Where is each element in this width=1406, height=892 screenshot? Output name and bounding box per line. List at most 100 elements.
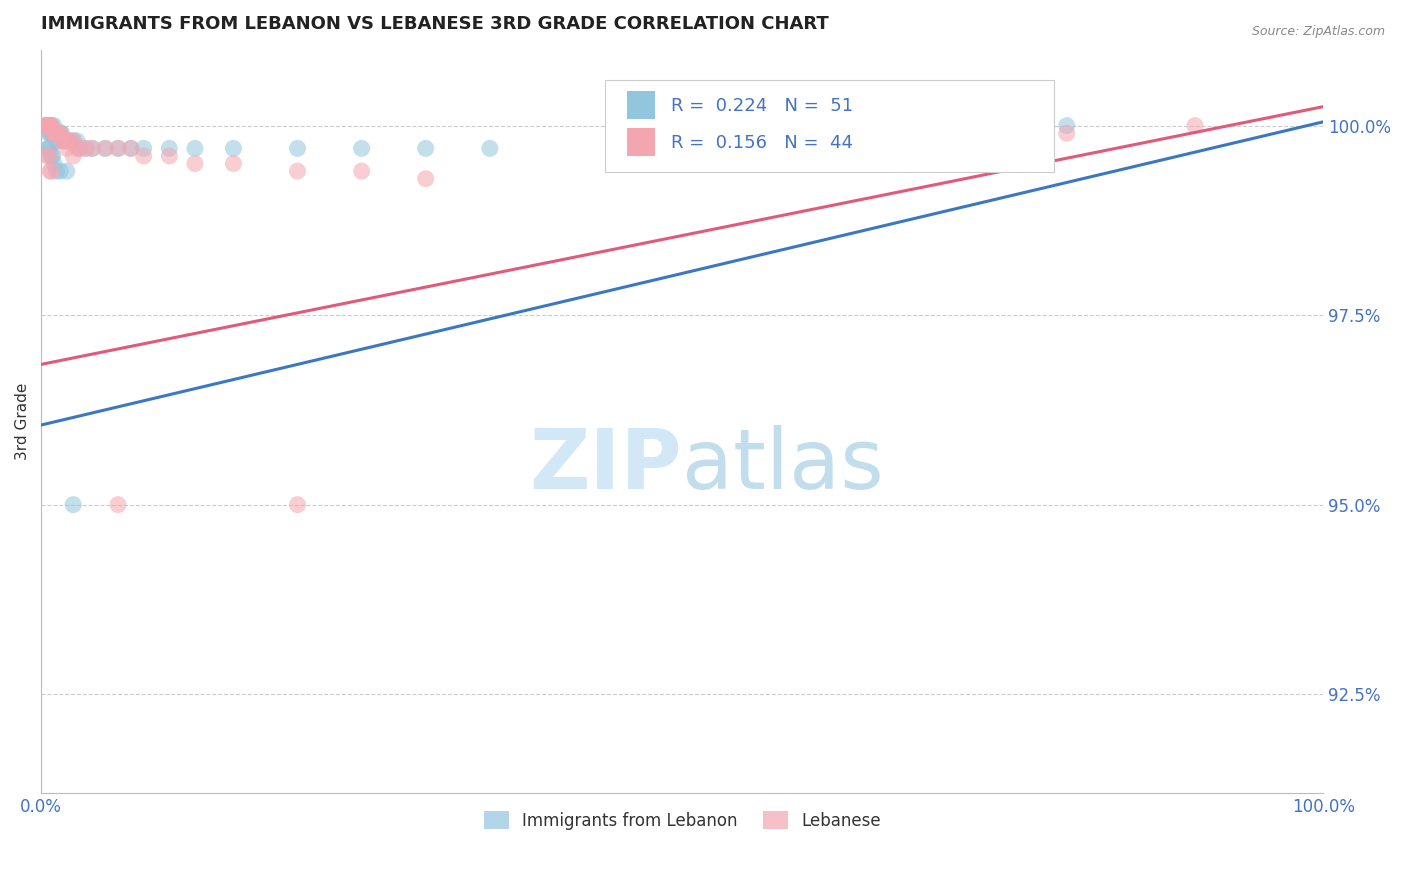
Text: Source: ZipAtlas.com: Source: ZipAtlas.com	[1251, 25, 1385, 38]
Point	[350, 141, 373, 155]
Point	[120, 141, 142, 155]
Point	[49, 126, 72, 140]
Point	[132, 141, 155, 155]
Point	[49, 164, 72, 178]
Point	[39, 126, 62, 140]
Point	[37, 149, 59, 163]
Point	[42, 126, 65, 140]
Point	[157, 141, 180, 155]
Point	[38, 149, 60, 163]
Point	[51, 134, 73, 148]
Point	[35, 119, 58, 133]
Point	[94, 141, 117, 155]
Point	[44, 126, 66, 140]
Point	[41, 126, 63, 140]
Point	[415, 141, 437, 155]
Point	[1184, 119, 1206, 133]
Point	[132, 149, 155, 163]
Point	[38, 119, 60, 133]
Point	[44, 126, 66, 140]
Point	[41, 126, 63, 140]
Point	[350, 164, 373, 178]
Point	[66, 141, 89, 155]
Point	[45, 134, 67, 148]
FancyBboxPatch shape	[605, 79, 1054, 172]
Point	[157, 149, 180, 163]
Point	[42, 156, 65, 170]
Point	[62, 498, 84, 512]
Point	[62, 134, 84, 148]
Point	[39, 119, 62, 133]
Point	[55, 164, 77, 178]
Point	[48, 126, 70, 140]
Point	[55, 134, 77, 148]
Point	[51, 126, 73, 140]
Y-axis label: 3rd Grade: 3rd Grade	[15, 383, 30, 460]
Point	[37, 119, 59, 133]
Point	[35, 119, 58, 133]
Point	[45, 126, 67, 140]
Point	[58, 134, 80, 148]
Point	[46, 126, 69, 140]
Point	[53, 134, 76, 148]
Point	[107, 498, 129, 512]
Point	[39, 141, 62, 155]
Point	[41, 149, 63, 163]
Point	[41, 119, 63, 133]
Point	[66, 134, 89, 148]
Bar	[627, 91, 655, 119]
Point	[82, 141, 104, 155]
Point	[41, 164, 63, 178]
Point	[34, 119, 56, 133]
Point	[52, 134, 75, 148]
Point	[287, 141, 309, 155]
Point	[42, 119, 65, 133]
Text: R =  0.156   N =  44: R = 0.156 N = 44	[671, 134, 852, 152]
Point	[82, 141, 104, 155]
Point	[53, 134, 76, 148]
Point	[222, 141, 245, 155]
Point	[75, 141, 97, 155]
Point	[1056, 119, 1078, 133]
Point	[46, 126, 69, 140]
Point	[928, 119, 950, 133]
Point	[55, 141, 77, 155]
Point	[45, 164, 67, 178]
Text: IMMIGRANTS FROM LEBANON VS LEBANESE 3RD GRADE CORRELATION CHART: IMMIGRANTS FROM LEBANON VS LEBANESE 3RD …	[41, 15, 830, 33]
Point	[69, 141, 91, 155]
Point	[1056, 126, 1078, 140]
Point	[37, 141, 59, 155]
Bar	[627, 128, 655, 156]
Point	[37, 119, 59, 133]
Point	[287, 498, 309, 512]
Point	[94, 141, 117, 155]
Point	[55, 134, 77, 148]
Point	[39, 119, 62, 133]
Point	[120, 141, 142, 155]
Point	[41, 126, 63, 140]
Point	[928, 134, 950, 148]
Point	[39, 119, 62, 133]
Point	[107, 141, 129, 155]
Point	[38, 119, 60, 133]
Text: ZIP: ZIP	[530, 425, 682, 507]
Point	[39, 164, 62, 178]
Legend: Immigrants from Lebanon, Lebanese: Immigrants from Lebanon, Lebanese	[477, 805, 887, 837]
Point	[62, 134, 84, 148]
Point	[287, 164, 309, 178]
Point	[42, 126, 65, 140]
Point	[222, 156, 245, 170]
Point	[34, 119, 56, 133]
Point	[415, 171, 437, 186]
Point	[62, 149, 84, 163]
Point	[75, 141, 97, 155]
Text: R =  0.224   N =  51: R = 0.224 N = 51	[671, 96, 852, 114]
Point	[107, 141, 129, 155]
Point	[38, 141, 60, 155]
Point	[69, 141, 91, 155]
Point	[45, 126, 67, 140]
Point	[58, 134, 80, 148]
Text: atlas: atlas	[682, 425, 884, 507]
Point	[41, 119, 63, 133]
Point	[38, 126, 60, 140]
